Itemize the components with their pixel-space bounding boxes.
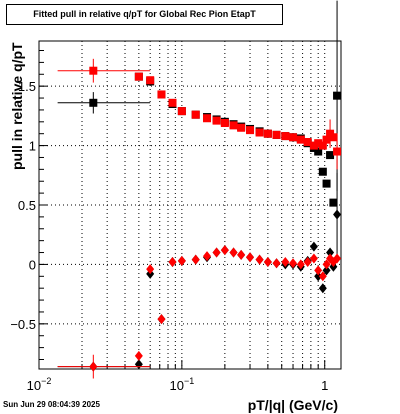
data-point — [303, 257, 312, 268]
x-tick-label: 1 — [321, 378, 328, 393]
data-point — [157, 314, 166, 325]
data-point — [281, 132, 290, 141]
data-point — [246, 252, 255, 263]
data-point — [263, 129, 272, 138]
data-point — [146, 76, 155, 85]
data-point — [289, 258, 298, 269]
data-marks — [57, 0, 342, 379]
data-point — [89, 66, 98, 75]
grid — [38, 41, 341, 369]
y-tick-label: −0.5 — [10, 317, 36, 332]
x-tick-exponent: −2 — [41, 376, 51, 386]
data-point — [303, 138, 312, 147]
data-point — [314, 265, 323, 276]
data-point — [329, 133, 338, 142]
data-point — [272, 258, 281, 269]
data-point — [255, 254, 264, 265]
data-point — [333, 147, 342, 156]
y-tick-label: 0 — [29, 257, 36, 272]
data-point — [309, 141, 318, 150]
data-point — [281, 257, 290, 268]
data-point — [314, 147, 323, 156]
data-point — [191, 254, 200, 265]
data-point — [263, 257, 272, 268]
data-point — [296, 259, 305, 270]
data-point — [146, 264, 155, 275]
data-point — [237, 123, 246, 132]
data-point — [177, 255, 186, 266]
y-tick-label: 0.5 — [18, 198, 36, 213]
data-point — [168, 98, 177, 107]
data-point — [237, 249, 246, 260]
data-point — [329, 198, 338, 207]
data-point — [309, 253, 318, 264]
x-tick-label: 10−2 — [27, 376, 52, 393]
data-point — [326, 247, 335, 258]
x-axis-title: pT/|q| (GeV/c) — [248, 397, 338, 413]
data-point — [333, 91, 342, 100]
data-point — [314, 139, 323, 148]
x-tick-label: 10−1 — [169, 376, 194, 393]
data-point — [322, 135, 331, 144]
data-point — [229, 121, 238, 130]
data-point — [229, 247, 238, 258]
data-point — [157, 90, 166, 99]
data-point — [333, 209, 342, 220]
data-point — [246, 126, 255, 135]
data-point — [318, 141, 327, 150]
data-point — [322, 179, 331, 188]
data-point — [318, 271, 327, 282]
y-tick-label: 1.5 — [18, 79, 36, 94]
data-point — [191, 110, 200, 119]
x-tick-exponent: −1 — [184, 376, 194, 386]
data-point — [212, 247, 221, 258]
data-point — [309, 241, 318, 252]
data-point — [168, 257, 177, 268]
data-point — [326, 151, 335, 160]
data-point — [220, 119, 229, 127]
data-point — [89, 98, 98, 107]
data-point — [89, 361, 98, 372]
data-point — [255, 128, 264, 137]
data-point — [318, 283, 327, 294]
chart-title: Fitted pull in relative q/pT for Global … — [6, 4, 283, 25]
data-point — [296, 135, 305, 144]
data-point — [203, 251, 212, 262]
y-tick-label: 1 — [29, 139, 36, 154]
data-point — [134, 350, 143, 361]
data-point — [333, 253, 342, 264]
data-point — [289, 133, 298, 142]
data-point — [134, 72, 143, 81]
data-point — [318, 167, 327, 176]
data-point — [322, 259, 331, 270]
timestamp: Sun Jun 29 08:04:39 2025 — [3, 400, 100, 409]
y-axis-title: pull in relative q/pT — [9, 42, 25, 170]
data-point — [203, 114, 212, 123]
data-point — [322, 265, 331, 276]
data-point — [220, 245, 229, 256]
data-point — [177, 107, 186, 116]
data-point — [314, 271, 323, 282]
data-point — [272, 130, 281, 139]
data-point — [212, 116, 221, 125]
